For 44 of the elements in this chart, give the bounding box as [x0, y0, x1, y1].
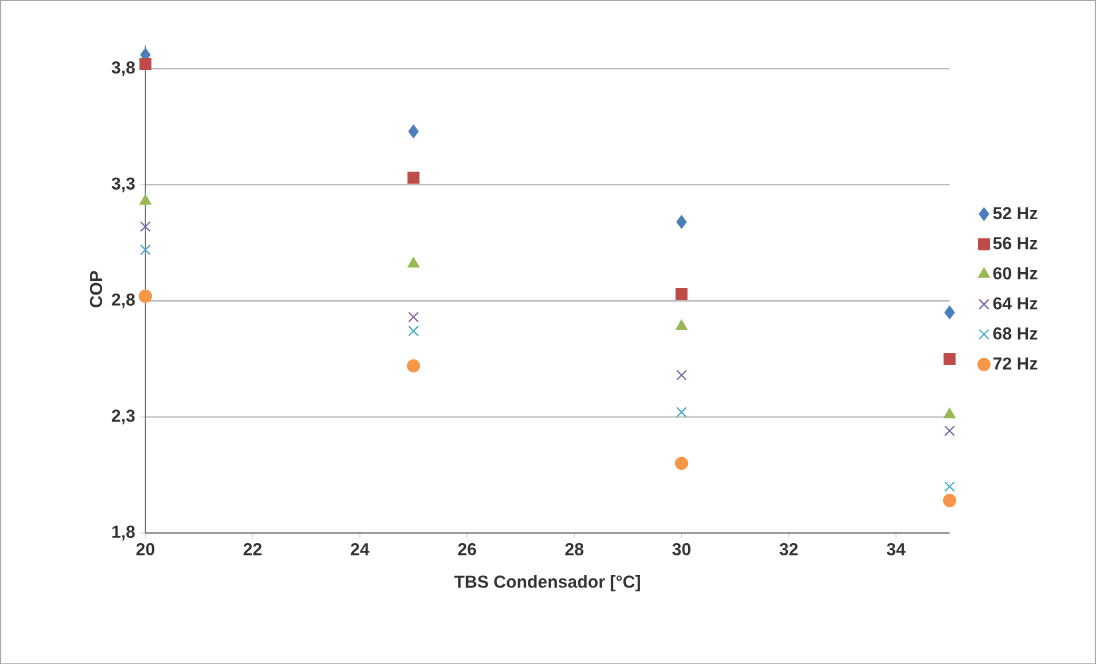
x-tick-label: 20 — [136, 542, 155, 556]
point — [140, 244, 151, 255]
legend-label: 68 Hz — [993, 327, 1038, 340]
point — [139, 57, 152, 70]
x-tick-label: 34 — [886, 542, 906, 556]
x-tick-label: 32 — [779, 542, 798, 556]
legend-label: 52 Hz — [993, 206, 1038, 220]
point — [674, 456, 689, 470]
point — [408, 325, 419, 337]
point — [943, 407, 956, 419]
point — [407, 171, 420, 184]
legend-label: 72 Hz — [993, 357, 1038, 370]
point — [676, 215, 687, 229]
point — [944, 425, 955, 437]
x-axis-title: TBS Condensador [°C] — [454, 574, 640, 592]
point — [944, 480, 955, 492]
point — [139, 194, 152, 205]
x-tick-label: 26 — [458, 542, 477, 556]
point — [676, 369, 687, 381]
x-tick-label: 30 — [672, 542, 691, 556]
point — [408, 311, 419, 323]
point — [406, 358, 421, 373]
legend-label: 64 Hz — [993, 297, 1038, 310]
point — [675, 287, 688, 300]
y-tick-label: 3,8 — [111, 61, 135, 76]
point — [943, 352, 956, 365]
legend-label: 60 Hz — [993, 266, 1038, 280]
point — [408, 124, 419, 138]
y-axis-title: COP — [89, 270, 103, 308]
point — [138, 289, 153, 303]
y-tick-label: 2,8 — [111, 293, 135, 309]
point — [407, 256, 420, 268]
y-tick-label: 1,8 — [112, 525, 135, 541]
y-tick-label: 3,3 — [111, 177, 135, 192]
y-tick-label: 2,3 — [111, 409, 135, 425]
point — [942, 493, 957, 507]
point — [676, 406, 687, 418]
x-tick-label: 28 — [565, 542, 584, 556]
point — [140, 220, 151, 232]
point — [675, 319, 688, 330]
x-tick-label: 22 — [243, 542, 262, 555]
x-tick-label: 24 — [350, 542, 370, 555]
legend-label: 56 Hz — [993, 236, 1038, 250]
point — [944, 305, 955, 319]
